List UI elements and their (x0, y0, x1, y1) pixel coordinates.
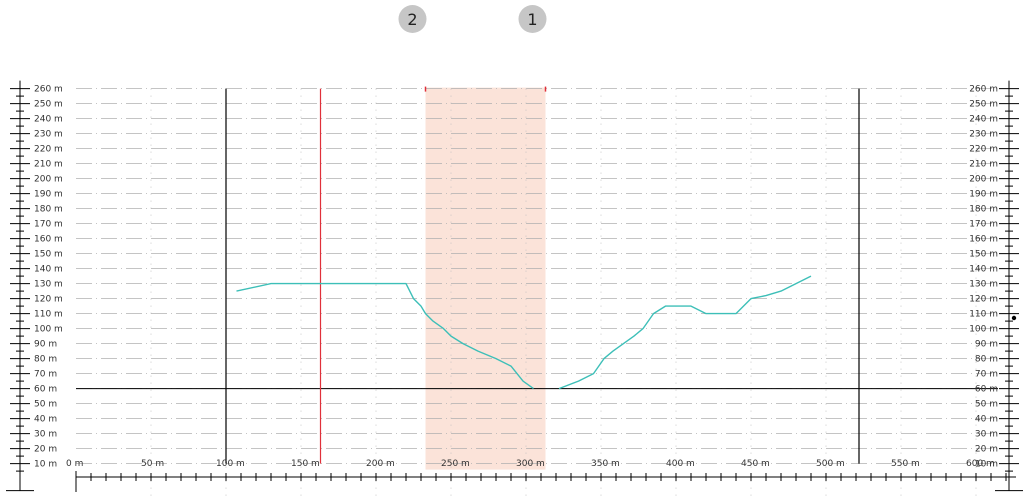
y-axis-left: 10 m 20 m 30 m 40 m 50 m 60 m 70 m 80 m 90 m 100 … (6, 80, 63, 492)
x-tick-label: 500 m (816, 459, 845, 469)
y-tick-label: 10 m (975, 460, 998, 470)
y-tick-label: 240 m (34, 115, 63, 125)
y-tick-label: 20 m (34, 445, 57, 455)
marker-badge-label: 1 (527, 10, 537, 29)
x-tick-label: 250 m (441, 459, 470, 469)
y-tick-label: 50 m (34, 400, 57, 410)
y-tick-label: 50 m (975, 400, 998, 410)
y-tick-label: 10 m (34, 460, 57, 470)
y-tick-label: 80 m (34, 355, 57, 365)
y-tick-label: 190 m (34, 190, 63, 200)
y-tick-label: 140 m (969, 265, 998, 275)
y-tick-label: 240 m (969, 115, 998, 125)
elevation-line (236, 282, 534, 390)
series-layer (236, 275, 812, 390)
x-tick-label: 0 m (66, 459, 83, 469)
y-tick-label: 210 m (34, 160, 63, 170)
y-tick-label: 220 m (34, 145, 63, 155)
y-tick-label: 200 m (34, 175, 63, 185)
y-tick-label: 260 m (34, 85, 63, 95)
y-tick-label: 60 m (975, 385, 998, 395)
y-tick-label: 100 m (34, 325, 63, 335)
y-tick-label: 130 m (34, 280, 63, 290)
y-tick-label: 250 m (969, 100, 998, 110)
y-tick-label: 160 m (34, 235, 63, 245)
marker-badge[interactable] (518, 5, 547, 33)
y-tick-label: 170 m (34, 220, 63, 230)
x-tick-label: 550 m (891, 459, 920, 469)
y-tick-label: 70 m (34, 370, 57, 380)
y-tick-label: 100 m (969, 325, 998, 335)
y-tick-label: 120 m (34, 295, 63, 305)
y-axis-right: 10 m 20 m 30 m 40 m 50 m 60 m 70 m 80 m 90 m 100 … (969, 80, 1023, 492)
vertical-lines (225, 88, 860, 464)
y-tick-label: 60 m (34, 385, 57, 395)
y-tick-label: 30 m (975, 430, 998, 440)
y-tick-label: 150 m (34, 250, 63, 260)
y-tick-label: 260 m (969, 85, 998, 95)
marker-badge[interactable] (398, 5, 427, 33)
y-tick-label: 70 m (975, 370, 998, 380)
y-tick-label: 180 m (969, 205, 998, 215)
y-tick-label: 20 m (975, 445, 998, 455)
y-tick-label: 120 m (969, 295, 998, 305)
marker-badge-label: 2 (407, 10, 417, 29)
x-tick-label: 200 m (366, 459, 395, 469)
y-tick-label: 200 m (969, 175, 998, 185)
x-tick-label: 400 m (666, 459, 695, 469)
highlight-layer (425, 87, 546, 470)
y-tick-label: 160 m (969, 235, 998, 245)
x-tick-label: 100 m (216, 459, 245, 469)
y-tick-label: 190 m (969, 190, 998, 200)
highlight-range (425, 87, 546, 470)
grid-layer (76, 88, 998, 496)
x-tick-label: 450 m (741, 459, 770, 469)
y-tick-label: 220 m (969, 145, 998, 155)
x-tick-label: 350 m (591, 459, 620, 469)
y-tick-label: 180 m (34, 205, 63, 215)
y-tick-label: 110 m (969, 310, 998, 320)
y-tick-label: 110 m (34, 310, 63, 320)
x-tick-label: 300 m (516, 459, 545, 469)
x-axis: 0 m 50 m 100 m 150 m 200 m 250 m 300 m 350 m 400… (66, 459, 1016, 492)
y-tick-label: 250 m (34, 100, 63, 110)
y-tick-label: 140 m (34, 265, 63, 275)
y-tick-label: 40 m (34, 415, 57, 425)
y-tick-label: 90 m (34, 340, 57, 350)
handle-dot[interactable] (1011, 315, 1017, 321)
y-tick-label: 130 m (969, 280, 998, 290)
y-tick-label: 80 m (975, 355, 998, 365)
y-tick-label: 170 m (969, 220, 998, 230)
y-tick-label: 230 m (969, 130, 998, 140)
y-tick-label: 90 m (975, 340, 998, 350)
x-tick-label: 150 m (291, 459, 320, 469)
y-tick-label: 210 m (969, 160, 998, 170)
x-tick-label: 50 m (141, 459, 164, 469)
y-tick-label: 40 m (975, 415, 998, 425)
y-tick-label: 230 m (34, 130, 63, 140)
y-tick-label: 150 m (969, 250, 998, 260)
x-tick-label: 600 m (966, 459, 995, 469)
y-tick-label: 30 m (34, 430, 57, 440)
elevation-line (558, 275, 812, 390)
